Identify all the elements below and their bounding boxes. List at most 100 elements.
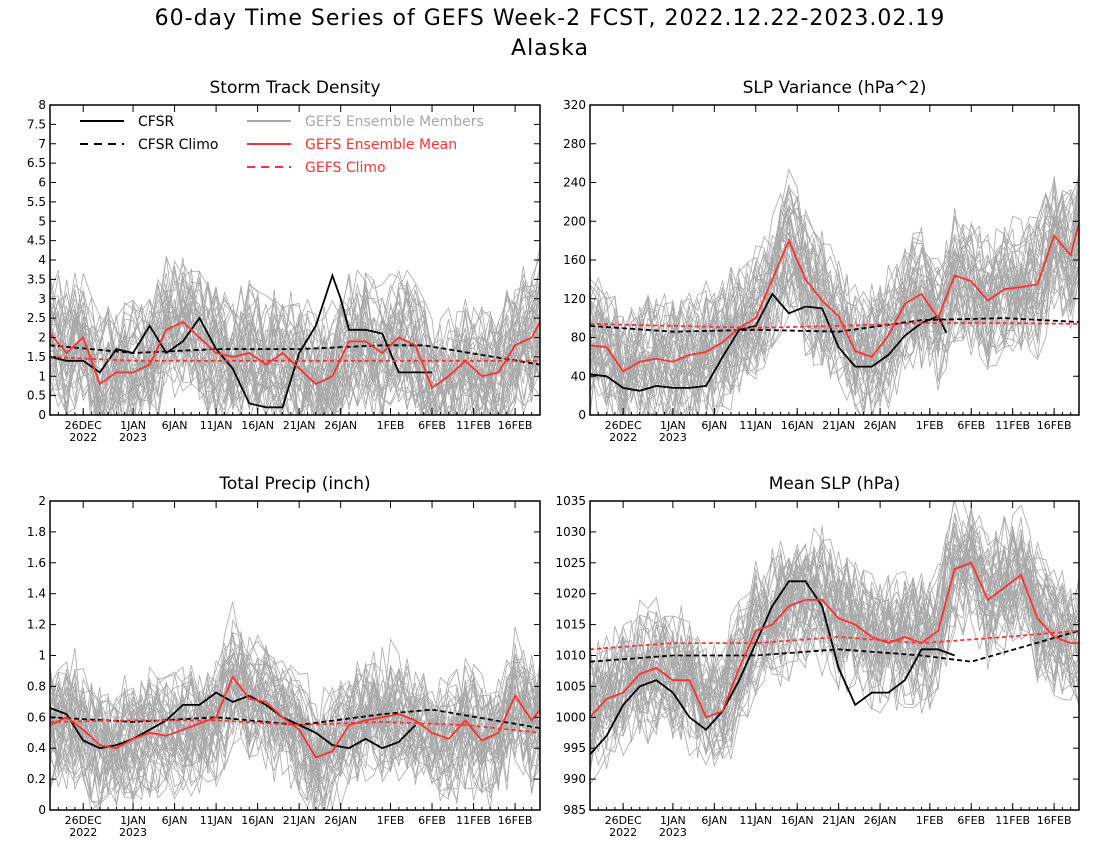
- y-tick-label: 6: [38, 176, 46, 190]
- y-tick-label: 4.5: [27, 234, 46, 248]
- panel-storm-track-density: Storm Track Density 0 0.5 1 1.5 2 2.5 3 3.5 4 4.5 5…: [27, 78, 541, 444]
- y-tick-label: 0.4: [27, 741, 46, 755]
- y-tick-label: 1025: [555, 556, 586, 570]
- ensemble-member-line: [590, 230, 1079, 415]
- x-tick-label: 1JAN: [120, 419, 146, 432]
- ensemble-member-line: [590, 242, 1079, 415]
- y-tick-label: 5.5: [27, 195, 46, 209]
- series-gefs-ensemble-mean: [589, 222, 1080, 373]
- x-tick-label: 26DEC: [605, 419, 642, 432]
- y-tick-label: 0: [38, 803, 46, 817]
- y-tick-label: 0.2: [27, 772, 46, 786]
- series-cfsr-climo: [49, 344, 541, 366]
- panel-total-precip-inch: Total Precip (inch) 0 0.2 0.4 0.6 0.8 1 1.2 1.4 1…: [27, 474, 541, 839]
- y-tick-label: 1000: [555, 710, 586, 724]
- ensemble-member-line: [50, 668, 540, 807]
- x-tick-label: 11JAN: [739, 419, 772, 432]
- ensemble-member-line: [590, 524, 1079, 731]
- x-tick-label: 16JAN: [241, 419, 274, 432]
- x-tick-label: 1FEB: [377, 814, 405, 827]
- x-tick-label: 16JAN: [241, 814, 274, 827]
- x-tick-label: 6FEB: [418, 814, 446, 827]
- ensemble-member-line: [50, 641, 540, 781]
- x-tick-label: 16FEB: [498, 419, 533, 432]
- y-tick-label: 1.2: [27, 618, 46, 632]
- x-tick-label: 11FEB: [995, 814, 1030, 827]
- y-tick-label: 160: [563, 253, 586, 267]
- ensemble-member-line: [50, 291, 540, 415]
- ensemble-member-line: [590, 529, 1079, 742]
- y-tick-label: 990: [563, 772, 586, 786]
- x-tick-label: 21JAN: [822, 814, 855, 827]
- series-cfsr-climo: [49, 708, 541, 729]
- series-cfsr: [589, 292, 948, 392]
- ensemble-member-line: [50, 696, 540, 810]
- y-tick-label: 7.5: [27, 117, 46, 131]
- ensemble-member-line: [50, 675, 540, 790]
- ensemble-member-line: [590, 185, 1079, 402]
- y-tick-label: 1: [38, 649, 46, 663]
- y-tick-label: 5: [38, 214, 46, 228]
- series-gefs-climo: [589, 629, 1080, 651]
- ensemble-member-line: [590, 200, 1079, 396]
- legend-gefs-members-label: GEFS Ensemble Members: [305, 114, 484, 130]
- panel-title: SLP Variance (hPa^2): [743, 78, 927, 98]
- panel-title: Mean SLP (hPa): [769, 474, 901, 494]
- x-tick-label: 16JAN: [781, 419, 814, 432]
- x-tick-label: 21JAN: [822, 419, 855, 432]
- y-tick-label: 80: [571, 331, 586, 345]
- panel-title: Total Precip (inch): [218, 474, 370, 494]
- ensemble-member-line: [590, 216, 1079, 375]
- y-tick-label: 0.6: [27, 710, 46, 724]
- y-tick-label: 6.5: [27, 156, 46, 170]
- page-title: 60-day Time Series of GEFS Week-2 FCST, …: [154, 6, 946, 31]
- ensemble-members: [50, 601, 540, 810]
- y-tick-label: 0: [578, 408, 586, 422]
- ensemble-member-line: [50, 640, 540, 773]
- legend-gefs-mean-label: GEFS Ensemble Mean: [305, 137, 457, 153]
- x-tick-year-label: 2023: [119, 826, 147, 839]
- series-cfsr-climo: [589, 317, 1080, 333]
- series-cfsr: [589, 580, 956, 755]
- y-tick-label: 1005: [555, 679, 586, 693]
- y-tick-label: 8: [38, 98, 46, 112]
- y-tick-label: 1: [38, 369, 46, 383]
- ensemble-member-line: [50, 652, 540, 778]
- ensemble-member-line: [50, 308, 540, 415]
- x-tick-label: 6FEB: [957, 419, 985, 432]
- ensemble-member-line: [50, 256, 540, 389]
- ensemble-member-line: [590, 522, 1079, 714]
- x-tick-label: 1FEB: [916, 419, 944, 432]
- ensemble-member-line: [50, 278, 540, 415]
- x-tick-label: 6FEB: [418, 419, 446, 432]
- y-tick-label: 120: [563, 292, 586, 306]
- panel-slp-variance-hpa-2: SLP Variance (hPa^2) 0 40 80 120 160 200 240 280…: [563, 78, 1080, 444]
- ensemble-member-line: [50, 661, 540, 807]
- ensemble-member-line: [590, 549, 1079, 757]
- x-tick-label: 26DEC: [605, 814, 642, 827]
- y-tick-label: 1035: [555, 494, 586, 508]
- panel-title: Storm Track Density: [209, 78, 380, 98]
- y-tick-label: 280: [563, 137, 586, 151]
- x-tick-year-label: 2022: [609, 431, 637, 444]
- y-tick-label: 320: [563, 98, 586, 112]
- y-tick-label: 1.6: [27, 556, 46, 570]
- x-tick-year-label: 2023: [119, 431, 147, 444]
- ensemble-member-line: [590, 245, 1079, 415]
- ensemble-member-line: [50, 650, 540, 783]
- legend-cfsr-climo-label: CFSR Climo: [138, 137, 218, 153]
- x-tick-label: 16JAN: [781, 814, 814, 827]
- x-tick-label: 6JAN: [162, 419, 188, 432]
- x-tick-year-label: 2023: [659, 826, 687, 839]
- ensemble-member-line: [50, 314, 540, 415]
- series-gefs-climo: [49, 356, 540, 362]
- y-tick-label: 4: [38, 253, 46, 267]
- ensemble-member-line: [50, 687, 540, 810]
- y-tick-label: 1.5: [27, 350, 46, 364]
- ensemble-member-line: [590, 241, 1079, 415]
- panel-mean-slp-hpa: Mean SLP (hPa) 985 990 995 1000 1005 1010 1015 1…: [555, 474, 1080, 839]
- x-tick-label: 11JAN: [200, 419, 233, 432]
- ensemble-member-line: [50, 643, 540, 771]
- x-tick-label: 26DEC: [65, 419, 102, 432]
- ensemble-member-line: [50, 660, 540, 810]
